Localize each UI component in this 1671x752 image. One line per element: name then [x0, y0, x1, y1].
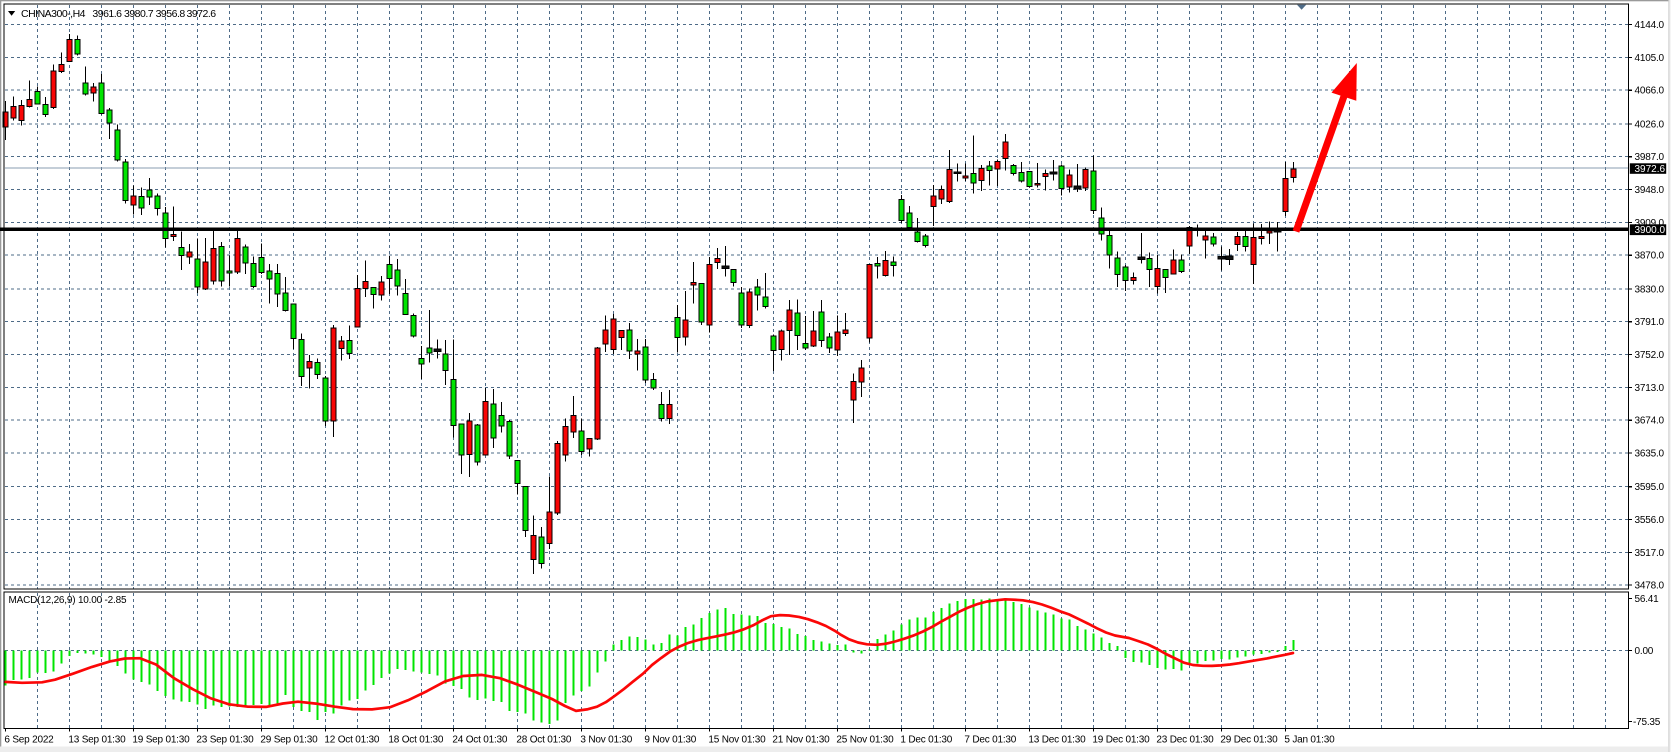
svg-text:3478.0: 3478.0 — [1635, 581, 1665, 592]
svg-text:23 Sep 01:30: 23 Sep 01:30 — [196, 735, 254, 746]
svg-text:4144.0: 4144.0 — [1635, 20, 1665, 31]
svg-text:7 Dec 01:30: 7 Dec 01:30 — [964, 735, 1016, 746]
svg-text:-75.35: -75.35 — [1633, 717, 1661, 728]
svg-text:3595.0: 3595.0 — [1635, 482, 1665, 493]
svg-text:15 Nov 01:30: 15 Nov 01:30 — [708, 735, 766, 746]
svg-text:28 Oct 01:30: 28 Oct 01:30 — [516, 735, 571, 746]
svg-text:4105.0: 4105.0 — [1635, 53, 1665, 64]
svg-text:6 Sep 2022: 6 Sep 2022 — [4, 735, 54, 746]
svg-text:23 Dec 01:30: 23 Dec 01:30 — [1156, 735, 1214, 746]
svg-text:0.00: 0.00 — [1635, 646, 1654, 657]
svg-text:4026.0: 4026.0 — [1635, 119, 1665, 130]
svg-text:13 Sep 01:30: 13 Sep 01:30 — [68, 735, 126, 746]
svg-text:29 Dec 01:30: 29 Dec 01:30 — [1220, 735, 1278, 746]
svg-text:13 Dec 01:30: 13 Dec 01:30 — [1028, 735, 1086, 746]
svg-text:MACD(12,26,9) 10.00 -2.85: MACD(12,26,9) 10.00 -2.85 — [9, 595, 127, 606]
svg-text:3830.0: 3830.0 — [1635, 284, 1665, 295]
svg-text:19 Dec 01:30: 19 Dec 01:30 — [1092, 735, 1150, 746]
svg-text:3 Nov 01:30: 3 Nov 01:30 — [580, 735, 632, 746]
svg-text:3870.0: 3870.0 — [1635, 251, 1665, 262]
svg-text:9 Nov 01:30: 9 Nov 01:30 — [644, 735, 696, 746]
svg-text:3517.0: 3517.0 — [1635, 548, 1665, 559]
svg-text:25 Nov 01:30: 25 Nov 01:30 — [836, 735, 894, 746]
svg-text:24 Oct 01:30: 24 Oct 01:30 — [452, 735, 507, 746]
svg-text:3752.0: 3752.0 — [1635, 350, 1665, 361]
svg-text:21 Nov 01:30: 21 Nov 01:30 — [772, 735, 830, 746]
svg-text:3635.0: 3635.0 — [1635, 449, 1665, 460]
svg-text:5 Jan 01:30: 5 Jan 01:30 — [1284, 735, 1335, 746]
svg-text:3987.0: 3987.0 — [1635, 152, 1665, 163]
svg-text:3972.6: 3972.6 — [187, 8, 217, 20]
svg-text:3980.7: 3980.7 — [124, 8, 154, 20]
svg-text:1 Dec 01:30: 1 Dec 01:30 — [900, 735, 952, 746]
svg-text:3791.0: 3791.0 — [1635, 317, 1665, 328]
svg-text:12 Oct 01:30: 12 Oct 01:30 — [324, 735, 379, 746]
svg-text:3674.0: 3674.0 — [1635, 416, 1665, 427]
svg-text:29 Sep 01:30: 29 Sep 01:30 — [260, 735, 318, 746]
svg-text:3713.0: 3713.0 — [1635, 383, 1665, 394]
svg-text:19 Sep 01:30: 19 Sep 01:30 — [132, 735, 190, 746]
svg-text:4066.0: 4066.0 — [1635, 86, 1665, 97]
svg-text:3556.0: 3556.0 — [1635, 515, 1665, 526]
svg-text:3961.6: 3961.6 — [92, 8, 122, 20]
svg-text:56.41: 56.41 — [1635, 594, 1660, 605]
svg-text:3909.0: 3909.0 — [1635, 218, 1665, 229]
svg-text:3900.0: 3900.0 — [1635, 225, 1666, 236]
svg-text:3972.6: 3972.6 — [1635, 164, 1666, 175]
svg-text:CHINA300-,H4: CHINA300-,H4 — [21, 8, 86, 20]
svg-text:18 Oct 01:30: 18 Oct 01:30 — [388, 735, 443, 746]
svg-text:3956.8: 3956.8 — [156, 8, 186, 20]
svg-text:3948.0: 3948.0 — [1635, 185, 1665, 196]
